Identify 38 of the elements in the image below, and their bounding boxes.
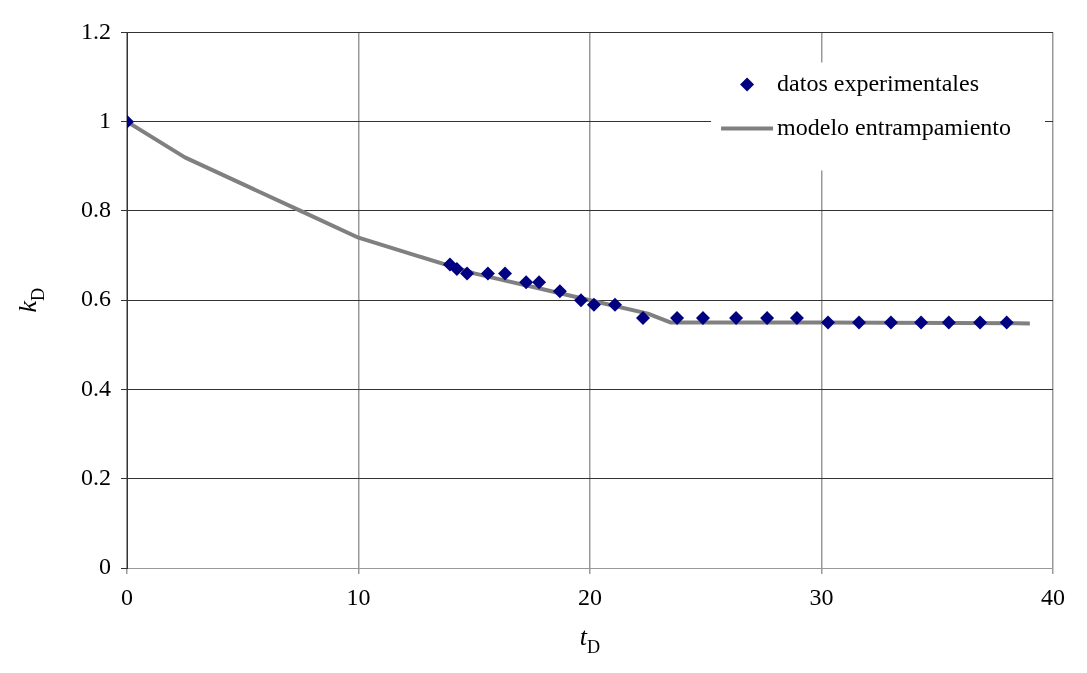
legend-label: datos experimentales	[777, 69, 980, 96]
x-tick-label: 20	[578, 583, 602, 610]
y-axis-title: kD	[13, 287, 48, 313]
point	[760, 311, 775, 326]
point	[914, 315, 929, 330]
point	[519, 275, 534, 290]
y-tick-label: 0	[99, 553, 111, 580]
point	[460, 266, 475, 281]
point	[480, 266, 495, 281]
y-tick-label: 0.4	[81, 374, 111, 401]
x-tick-label: 40	[1041, 583, 1065, 610]
y-tick-label: 0.8	[81, 196, 111, 223]
point	[532, 275, 547, 290]
point	[941, 315, 956, 330]
y-tick-label: 0.2	[81, 464, 111, 491]
point	[999, 315, 1014, 330]
y-tick-label: 0.6	[81, 285, 111, 312]
point	[883, 315, 898, 330]
point	[852, 315, 866, 330]
point	[586, 297, 601, 312]
point	[573, 293, 588, 308]
point	[695, 311, 710, 326]
y-tick-label: 1	[99, 106, 111, 133]
legend-label: modelo entrampamiento	[777, 113, 1012, 140]
y-tick-label: 1.2	[81, 17, 111, 44]
x-tick-label: 0	[121, 583, 133, 610]
x-tick-label: 10	[346, 583, 371, 610]
point	[789, 311, 804, 326]
point	[820, 315, 835, 330]
point	[670, 311, 685, 326]
point	[608, 297, 622, 312]
point	[973, 315, 988, 330]
x-tick-label: 30	[809, 583, 834, 610]
point	[449, 261, 464, 276]
point	[552, 284, 567, 299]
point	[729, 311, 744, 326]
point	[498, 266, 513, 281]
point	[636, 311, 651, 326]
